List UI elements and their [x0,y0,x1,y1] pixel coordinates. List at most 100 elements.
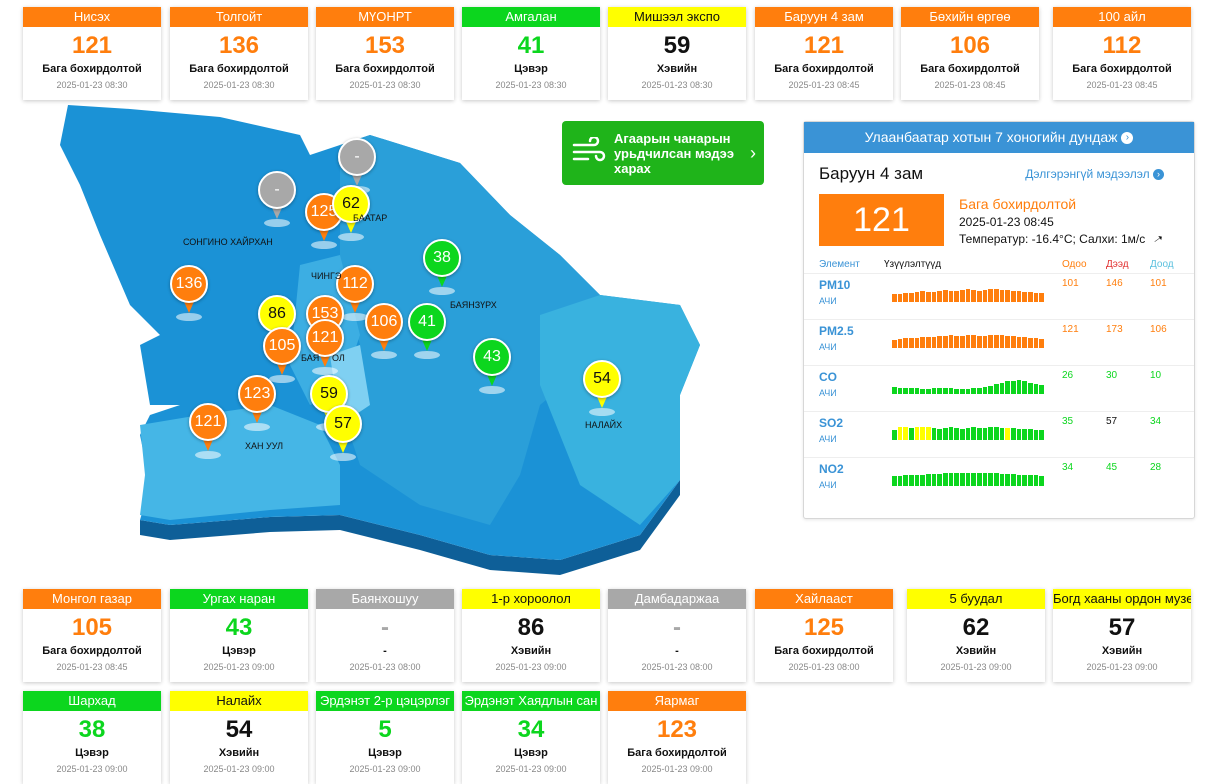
aqi-status: Бага бохирдолтой [1072,63,1172,75]
history-bar [943,428,948,440]
pollutant-name[interactable]: PM10 [819,278,851,292]
district-label: БАЯНЗҮРХ [450,300,497,310]
station-card[interactable]: Баруун 4 зам 121 Бага бохирдолтой 2025-01-2… [755,7,893,100]
measurement-time: 2025-01-23 09:00 [495,764,567,774]
map-pin[interactable]: 136 [170,265,210,337]
map-pin[interactable]: 105 [263,327,303,399]
measurement-time: 2025-01-23 08:00 [641,662,713,672]
pin-shadow [589,408,615,416]
station-card[interactable]: Эрдэнэт Хаядлын сан 34 Цэвэр 2025-01-23 09:… [462,691,600,784]
station-card[interactable]: Хайлааст 125 Бага бохирдолтой 2025-01-23 08… [755,589,893,682]
station-card[interactable]: 1-р хороолол 86 Хэвийн 2025-01-23 09:00 [462,589,600,682]
history-bar [1016,380,1022,394]
station-card[interactable]: Налайх 54 Хэвийн 2025-01-23 09:00 [170,691,308,784]
map-pin[interactable]: 62 [332,185,372,257]
station-card[interactable]: Ургах наран 43 Цэвэр 2025-01-23 09:00 [170,589,308,682]
history-bar [960,429,965,440]
pollutant-name[interactable]: SO2 [819,416,844,430]
history-bar [977,336,982,348]
wind-icon [572,137,606,162]
district-label: СОНГИНО ХАЙРХАН [183,237,273,247]
station-card[interactable]: Дамбадаржаа - - 2025-01-23 08:00 [608,589,746,682]
map-pin[interactable]: 54 [583,360,623,432]
station-card[interactable]: Богд хааны ордон музей 57 Хэвийн 2025-01-23… [1053,589,1191,682]
station-card[interactable]: Эрдэнэт 2-р цэцэрлэг 5 Цэвэр 2025-01-23 09:… [316,691,454,784]
history-bar [999,383,1005,394]
history-bar [982,428,988,440]
map-pin[interactable]: 57 [324,405,364,477]
station-card[interactable]: Яармаг 123 Бага бохирдолтой 2025-01-23 09:0… [608,691,746,784]
map-pin[interactable]: 112 [336,265,376,337]
history-bar [982,387,988,394]
history-bar [914,338,920,348]
aqi-status: Хэвийн [955,645,997,657]
station-card[interactable]: 5 буудал 62 Хэвийн 2025-01-23 09:00 [907,589,1045,682]
pin-shadow [311,241,337,249]
map-pin[interactable]: 38 [423,239,463,311]
measurement-time: 2025-01-23 09:00 [56,764,128,774]
map-pin[interactable]: 123 [238,375,278,447]
station-card[interactable]: Бөхийн өргөө 106 Бага бохирдолтой 2025-01-2… [901,7,1039,100]
history-bar [965,473,971,486]
pollutant-unit: АЧИ [819,480,837,490]
map-pin[interactable]: 121 [189,403,229,475]
weekly-average-link[interactable]: Улаанбаатар хотын 7 хоногийн дундаж › [804,122,1194,153]
map-pin[interactable]: 41 [408,303,448,375]
station-card[interactable]: 100 айл 112 Бага бохирдолтой 2025-01-23 08:… [1053,7,1191,100]
aqi-value: 121 [819,194,944,246]
history-bar [914,388,920,394]
aqi-status: Бага бохирдолтой [335,63,435,75]
station-card[interactable]: Амгалан 41 Цэвэр 2025-01-23 08:30 [462,7,600,100]
history-bar [897,427,903,440]
station-card[interactable]: Баянхошуу - - 2025-01-23 08:00 [316,589,454,682]
station-card[interactable]: Шархад 38 Цэвэр 2025-01-23 09:00 [23,691,161,784]
station-card[interactable]: МҮОНРТ 153 Бага бохирдолтой 2025-01-23 08:3… [316,7,454,100]
pollutant-row: NO2 АЧИ 34 45 28 [804,457,1194,503]
station-card[interactable]: Нисэх 121 Бага бохирдолтой 2025-01-23 08:30 [23,7,161,100]
pollutant-name[interactable]: PM2.5 [819,324,854,338]
pin-shadow [264,219,290,227]
station-card[interactable]: Монгол газар 105 Бага бохирдолтой 2025-01-2… [23,589,161,682]
panel-header-text: Улаанбаатар хотын 7 хоногийн дундаж [864,129,1118,145]
col-min: Доод [1150,259,1174,270]
station-card[interactable]: Толгойт 136 Бага бохирдолтой 2025-01-23 08:… [170,7,308,100]
history-bars [892,288,1045,302]
station-name: Толгойт [170,7,308,27]
map-pin[interactable]: - [258,171,298,243]
history-bar [897,476,903,486]
forecast-button[interactable]: Агаарын чанарын урьдчилсан мэдээ харах › [562,121,764,185]
district-label: ОЛ [332,353,345,363]
pin-value: 112 [336,265,374,303]
history-bar [977,428,982,440]
history-bar [1028,338,1033,348]
pollutant-name[interactable]: CO [819,370,837,384]
chevron-right-icon: › [750,143,756,163]
history-bar [960,290,965,302]
history-bar [1016,475,1022,486]
pin-shadow [269,375,295,383]
history-bar [1028,383,1033,394]
station-card[interactable]: Мишээл экспо 59 Хэвийн 2025-01-23 08:30 [608,7,746,100]
history-bar [977,473,982,486]
history-bar [892,340,897,348]
city-map[interactable]: - -125 62 38 136 112 86 153 106 41 121 105 43 123 59 57… [40,105,720,580]
history-bar [892,387,897,394]
station-name: Монгол газар [23,589,161,609]
history-bar [1033,475,1039,486]
history-bar [897,339,903,348]
pin-shadow [338,233,364,241]
weather-info: Температур: -16.4°C; Салхи: 1м/с ➝ [959,230,1166,247]
map-pin[interactable]: 121 [306,319,346,391]
history-bar [943,290,948,302]
map-pin[interactable]: 106 [365,303,405,375]
history-bar [1039,430,1045,440]
more-info-link[interactable]: Дэлгэрэнгүй мэдээлэл › [1025,167,1164,181]
station-name: 5 буудал [907,589,1045,609]
history-bar [920,427,926,440]
station-name: Шархад [23,691,161,711]
history-bar [1022,292,1028,302]
value-now: 26 [1062,370,1074,381]
map-pin[interactable]: 43 [473,338,513,410]
history-bar [1033,293,1039,302]
pollutant-name[interactable]: NO2 [819,462,844,476]
